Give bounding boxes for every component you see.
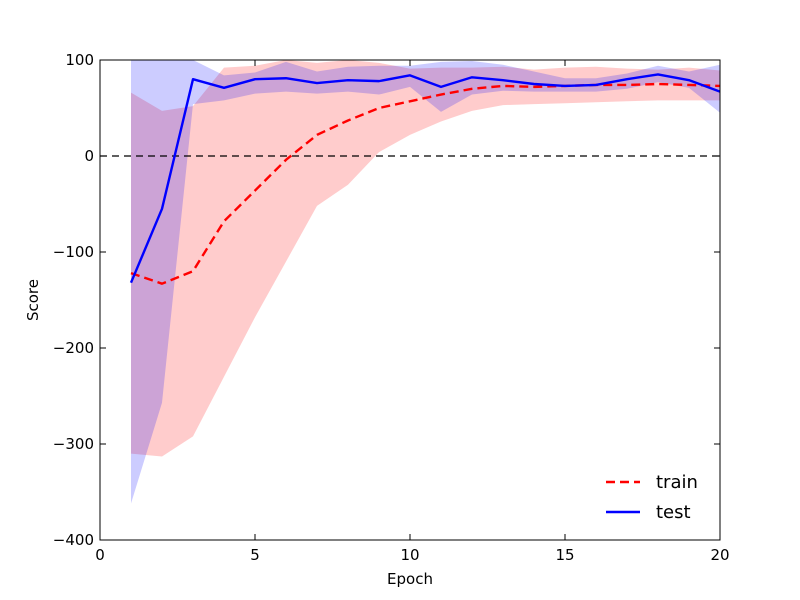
y-tick-label: −400 — [53, 531, 94, 549]
confidence-bands — [131, 60, 720, 504]
train-legend-label: train — [656, 472, 698, 493]
x-tick-label: 15 — [555, 546, 574, 564]
x-tick-label: 5 — [250, 546, 260, 564]
y-tick-label: −100 — [53, 243, 94, 261]
x-tick-label: 20 — [710, 546, 729, 564]
x-tick-label: 10 — [400, 546, 419, 564]
x-tick-label: 0 — [95, 546, 105, 564]
test-legend-label: test — [656, 502, 691, 523]
y-tick-label: −300 — [53, 435, 94, 453]
y-axis-label: Score — [24, 279, 42, 321]
y-axis-ticks: −400 −300 −200 −100 0 100 — [53, 51, 720, 549]
y-tick-label: 100 — [65, 51, 94, 69]
series-lines — [129, 73, 720, 285]
test-line — [129, 73, 720, 284]
x-axis-ticks: 0 5 10 15 20 — [95, 60, 730, 564]
test-band — [131, 60, 720, 504]
legend: train test — [606, 472, 698, 523]
y-tick-label: −200 — [53, 339, 94, 357]
x-axis-label: Epoch — [387, 570, 433, 588]
train-line — [130, 82, 720, 285]
y-tick-label: 0 — [84, 147, 94, 165]
train-band — [131, 60, 720, 457]
